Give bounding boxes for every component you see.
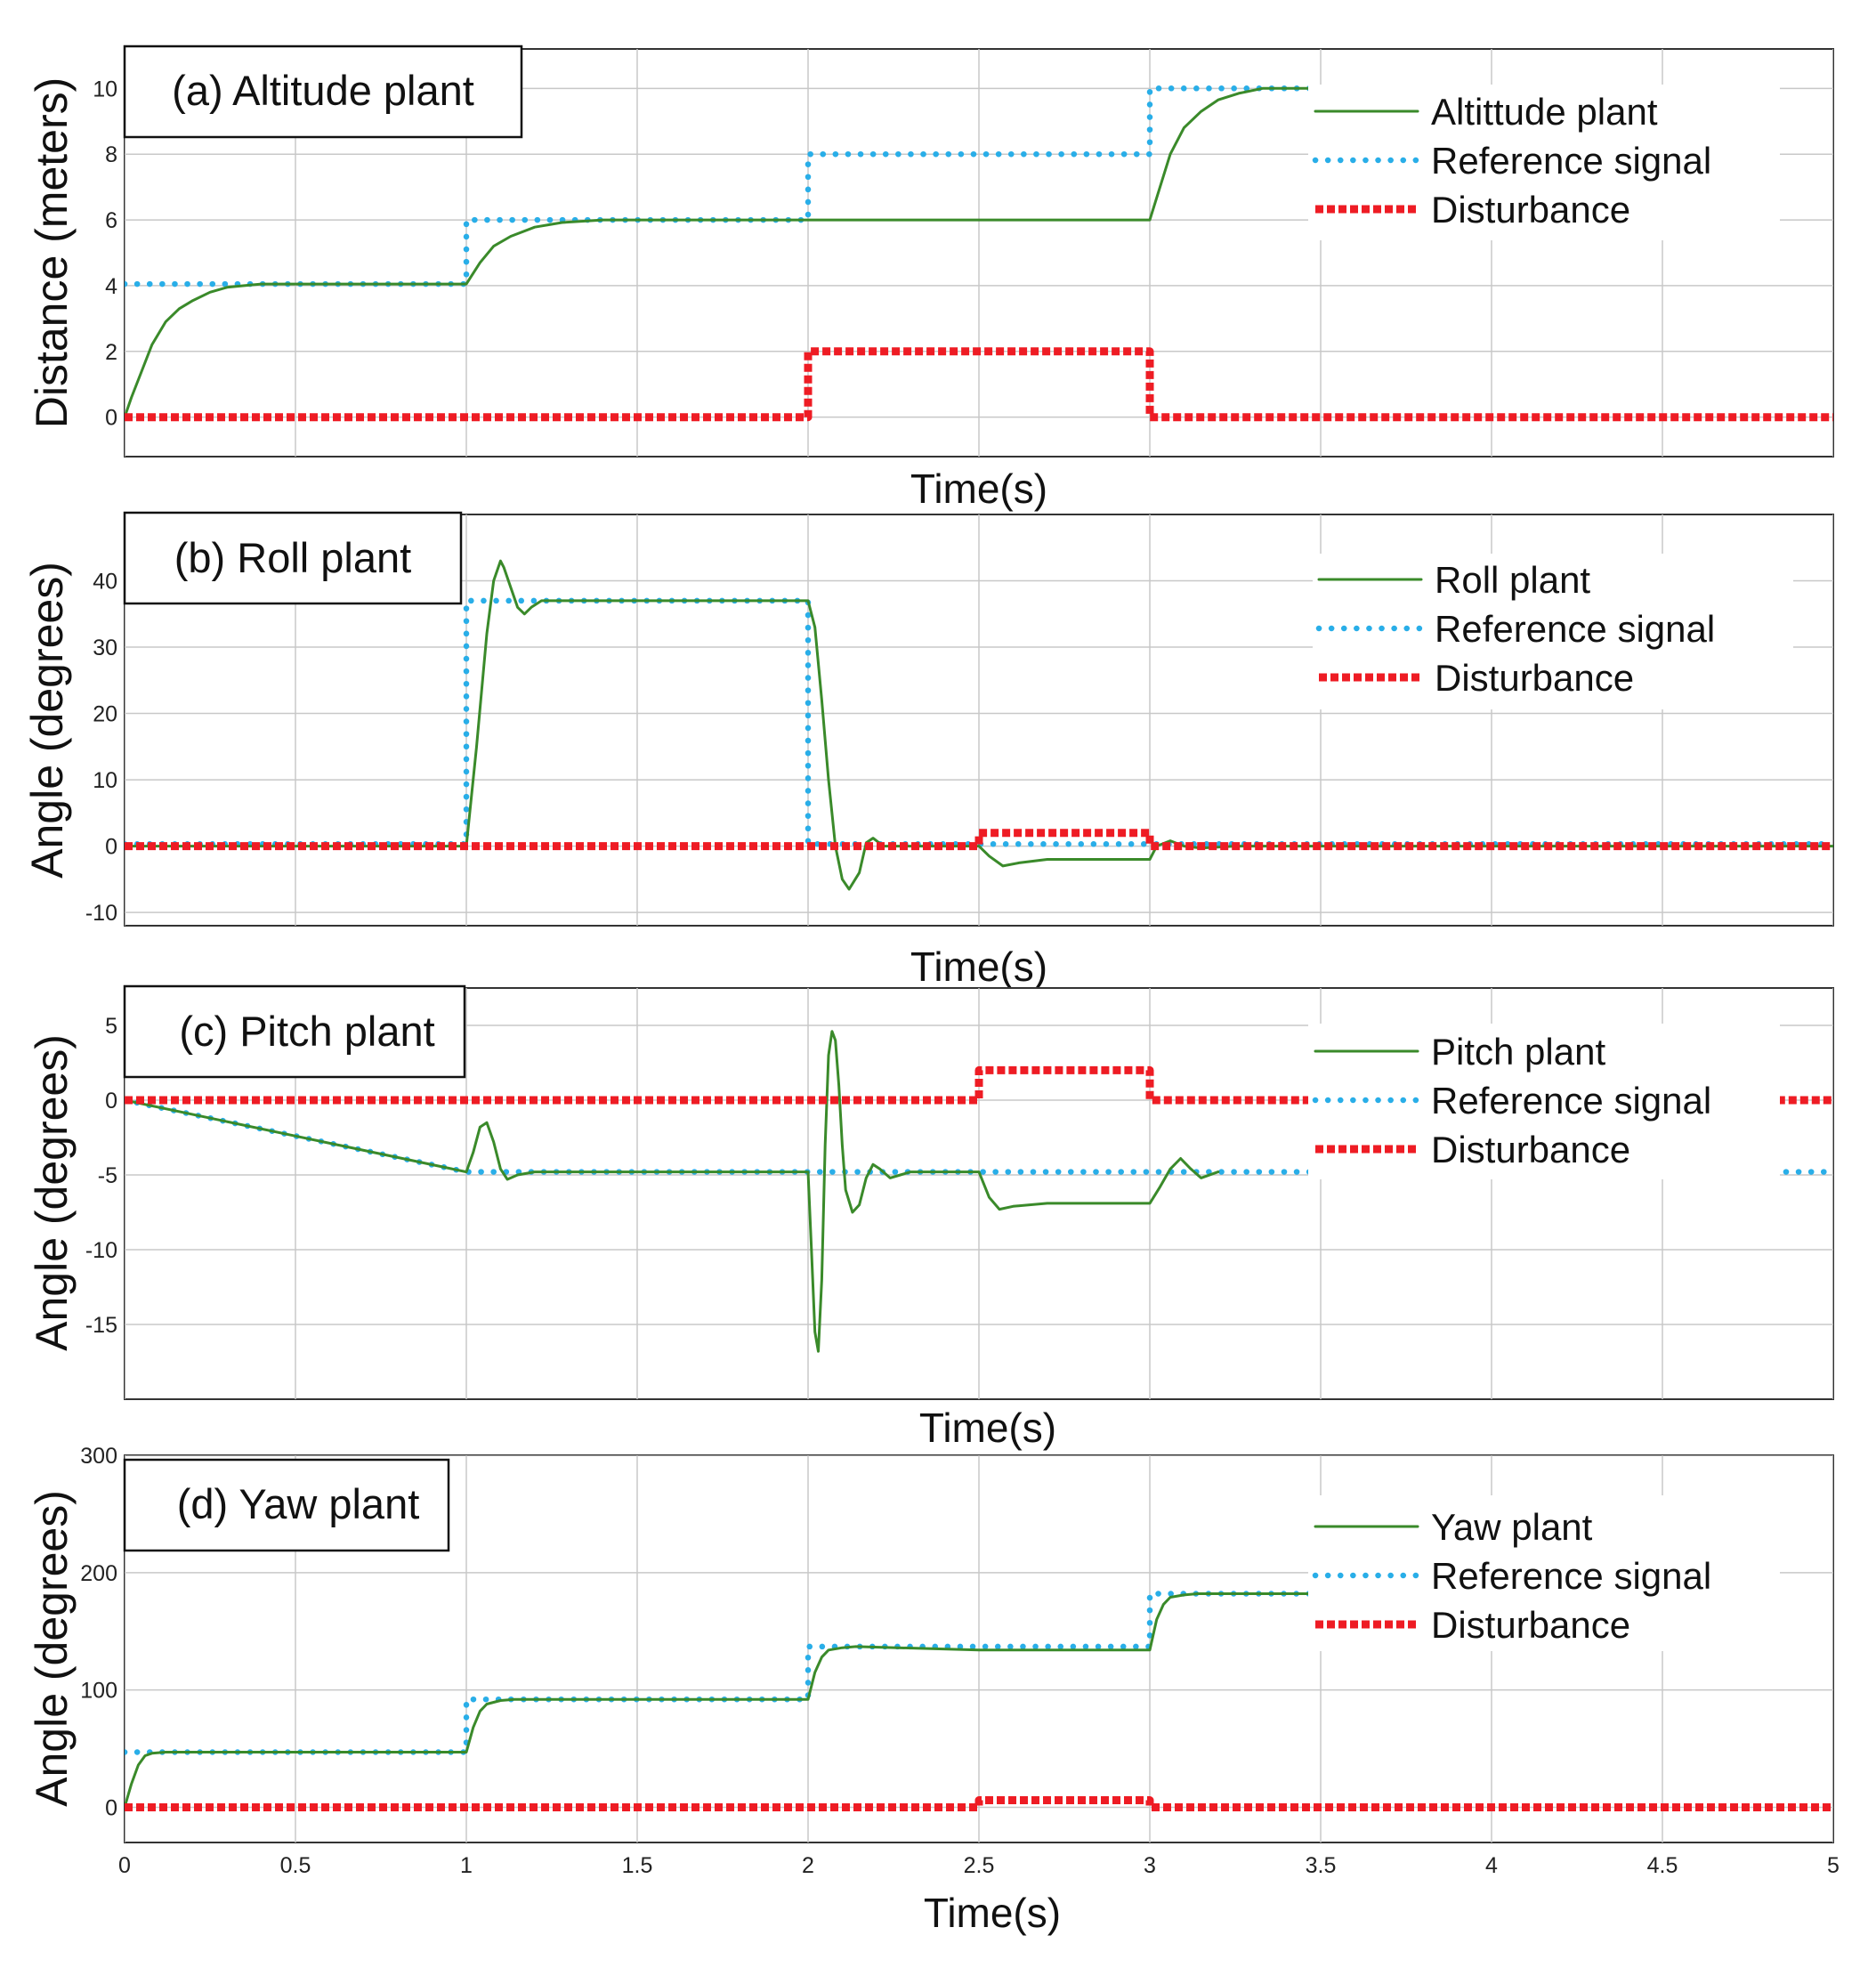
- title-frame: [123, 511, 463, 605]
- y-axis-label: Angle (degrees): [22, 562, 72, 879]
- roll-plant-panel: -10 0 10 20 30 40 (b) Roll plant Roll plant Re…: [22, 511, 1834, 990]
- x-tick-label: 3.5: [1306, 1853, 1337, 1878]
- x-axis-label: Time(s): [910, 943, 1047, 990]
- legend: Yaw plant Reference signal Disturbance: [1308, 1495, 1780, 1651]
- x-axis-label: Time(s): [924, 1890, 1061, 1936]
- series: [125, 1030, 1833, 1353]
- y-axis-label: Distance (meters): [27, 77, 77, 429]
- x-tick-label: 2.5: [964, 1853, 995, 1878]
- legend-disturbance-label: Disturbance: [1431, 1129, 1630, 1170]
- title-frame: [123, 45, 523, 139]
- y-tick-label: 10: [93, 77, 117, 101]
- disturbance-line: [125, 829, 1833, 851]
- title-box: (c) Pitch plant: [123, 984, 466, 1079]
- y-tick-label: 0: [105, 835, 117, 860]
- legend: Roll plant Reference signal Disturbance: [1313, 554, 1793, 709]
- y-tick-label: 100: [80, 1679, 117, 1704]
- series: [125, 85, 1833, 422]
- y-tick-label: 20: [93, 702, 117, 727]
- title-box: (b) Roll plant: [123, 511, 463, 605]
- x-tick-label: 2: [802, 1853, 814, 1878]
- title-box: (a) Altitude plant: [123, 45, 523, 139]
- yaw-plant-panel: 0 100 200 300 0 0.5 1 1.5 2 2.5 3 3.5 4 4.5 5 (d) Yaw…: [27, 1444, 1840, 1936]
- y-tick-label: 200: [80, 1561, 117, 1586]
- y-tick-label: 40: [93, 570, 117, 595]
- plant-line: [125, 1030, 1220, 1353]
- y-ticks: 0 2 4 6 8 10: [93, 77, 117, 430]
- x-ticks: 0 0.5 1 1.5 2 2.5 3 3.5 4 4.5 5: [118, 1853, 1840, 1878]
- disturbance-line: [125, 1796, 1833, 1811]
- y-tick-label: 0: [105, 1089, 117, 1114]
- y-ticks: 0 100 200 300: [80, 1444, 117, 1820]
- series: [125, 559, 1833, 891]
- x-axis-label: Time(s): [919, 1405, 1056, 1451]
- y-tick-label: -10: [85, 1238, 117, 1263]
- legend-plant-label: Altittude plant: [1431, 91, 1658, 133]
- disturbance-line: [125, 1065, 1833, 1105]
- altitude-plant-panel: 0 2 4 6 8 10 (a) Altitude plant Altittude pla…: [27, 45, 1834, 512]
- x-tick-label: 4.5: [1647, 1853, 1678, 1878]
- y-tick-label: -10: [85, 901, 117, 926]
- series: [125, 1591, 1833, 1811]
- legend-disturbance-label: Disturbance: [1431, 189, 1630, 231]
- legend-reference-label: Reference signal: [1431, 1555, 1711, 1597]
- legend-plant-label: Yaw plant: [1431, 1506, 1593, 1548]
- panel-title: (b) Roll plant: [174, 534, 411, 581]
- y-tick-label: 4: [105, 274, 117, 299]
- panel-title: (d) Yaw plant: [177, 1480, 420, 1527]
- reference-line: [125, 1591, 1427, 1755]
- reference-line: [125, 85, 1427, 287]
- x-tick-label: 5: [1827, 1853, 1840, 1878]
- legend: Altittude plant Reference signal Disturban…: [1308, 85, 1780, 240]
- legend-box: [1308, 1024, 1780, 1179]
- title-frame: [123, 984, 466, 1079]
- legend-disturbance-label: Disturbance: [1435, 657, 1634, 699]
- y-tick-label: 5: [105, 1014, 117, 1039]
- x-tick-label: 1.5: [622, 1853, 653, 1878]
- y-ticks: -10 0 10 20 30 40: [85, 570, 117, 927]
- x-tick-label: 0: [118, 1853, 131, 1878]
- y-tick-label: 300: [80, 1444, 117, 1469]
- legend-disturbance-label: Disturbance: [1431, 1604, 1630, 1646]
- pitch-plant-panel: -15 -10 -5 0 5 (c) Pitch plant Pitch plant Re…: [27, 984, 1834, 1451]
- panel-title: (c) Pitch plant: [179, 1008, 434, 1055]
- legend-plant-label: Pitch plant: [1431, 1031, 1605, 1073]
- legend-reference-label: Reference signal: [1431, 140, 1711, 182]
- x-tick-label: 4: [1485, 1853, 1498, 1878]
- x-tick-label: 3: [1144, 1853, 1156, 1878]
- x-axis-label: Time(s): [910, 466, 1047, 512]
- y-tick-label: 6: [105, 208, 117, 233]
- y-tick-label: 0: [105, 1795, 117, 1820]
- y-tick-label: -15: [85, 1313, 117, 1338]
- plant-line: [125, 1592, 1425, 1809]
- y-tick-label: 30: [93, 636, 117, 660]
- panel-title: (a) Altitude plant: [172, 67, 474, 114]
- y-tick-label: 10: [93, 768, 117, 793]
- x-tick-label: 1: [460, 1853, 473, 1878]
- y-ticks: -15 -10 -5 0 5: [85, 1014, 117, 1338]
- legend-reference-label: Reference signal: [1435, 608, 1715, 650]
- y-axis-label: Angle (degrees): [27, 1034, 77, 1351]
- disturbance-line: [125, 347, 1833, 422]
- plant-line: [125, 559, 1833, 891]
- y-tick-label: 2: [105, 340, 117, 365]
- title-box: (d) Yaw plant: [123, 1458, 450, 1552]
- y-tick-label: 0: [105, 406, 117, 431]
- y-axis-label: Angle (degrees): [27, 1490, 77, 1807]
- legend-plant-label: Roll plant: [1435, 559, 1590, 601]
- plant-line: [125, 86, 1425, 419]
- y-tick-label: -5: [98, 1163, 117, 1188]
- x-tick-label: 0.5: [280, 1853, 311, 1878]
- legend: Pitch plant Reference signal Disturbance: [1308, 1024, 1780, 1179]
- y-tick-label: 8: [105, 142, 117, 167]
- title-frame: [123, 1458, 450, 1552]
- legend-reference-label: Reference signal: [1431, 1080, 1711, 1122]
